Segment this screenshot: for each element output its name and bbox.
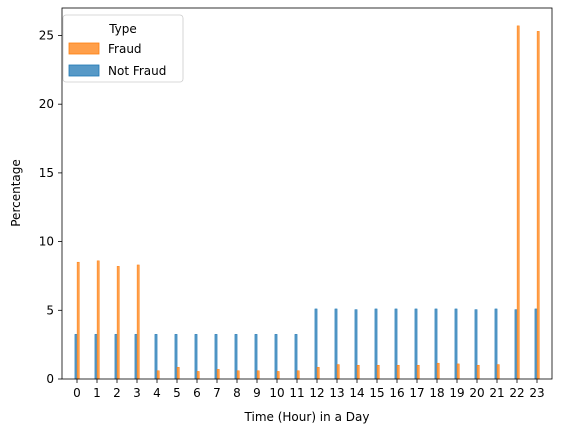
bar-not-fraud-5 [174,334,178,380]
bar-not-fraud-23 [534,308,538,380]
bar-not-fraud-11 [294,334,298,380]
bar-not-fraud-18 [434,308,438,380]
x-axis-ticks: 0 1 2 3 4 5 6 7 8 9 10 11 12 13 14 15 16 17 18 19 20 21 22 23 [73,379,545,400]
x-tick-label: 12 [309,386,324,400]
not-fraud-bars [74,308,538,380]
bar-fraud-22 [516,25,520,380]
bar-fraud-5 [176,367,180,380]
x-tick-label: 13 [329,386,344,400]
bar-not-fraud-8 [234,334,238,380]
x-tick-label: 18 [429,386,444,400]
legend-swatch-not-fraud [68,64,100,77]
legend-title: Type [108,22,137,36]
bar-fraud-23 [536,31,540,380]
fraud-bars [76,25,540,380]
legend: Type Fraud Not Fraud [62,14,184,83]
y-tick-label: 5 [46,303,54,317]
bar-not-fraud-9 [254,334,258,380]
bar-fraud-8 [236,370,240,380]
bar-not-fraud-19 [454,308,458,380]
bar-fraud-14 [356,365,360,380]
x-tick-label: 16 [389,386,404,400]
plot-frame [61,7,553,380]
x-tick-label: 19 [449,386,464,400]
bar-fraud-1 [96,260,100,380]
bar-fraud-12 [316,367,320,380]
x-tick-label: 1 [93,386,101,400]
bar-not-fraud-6 [194,334,198,380]
bar-not-fraud-1 [94,334,98,380]
bar-fraud-15 [376,365,380,380]
bar-not-fraud-14 [354,309,358,380]
bar-fraud-2 [116,266,120,380]
legend-label-fraud: Fraud [108,42,142,56]
x-tick-label: 22 [509,386,524,400]
bar-fraud-19 [456,363,460,380]
y-axis-ticks: 0 5 10 15 20 25 [39,28,62,386]
x-tick-label: 4 [153,386,161,400]
x-tick-label: 15 [369,386,384,400]
x-tick-label: 7 [213,386,221,400]
x-tick-label: 9 [253,386,261,400]
x-axis-label: Time (Hour) in a Day [244,410,370,424]
y-tick-label: 20 [39,97,54,111]
x-tick-label: 6 [193,386,201,400]
bar-fraud-13 [336,364,340,380]
bar-not-fraud-20 [474,309,478,380]
y-axis-label: Percentage [9,159,23,227]
x-tick-label: 14 [349,386,364,400]
x-tick-label: 17 [409,386,424,400]
legend-swatch-fraud [68,42,100,55]
bar-fraud-6 [196,371,200,380]
bar-not-fraud-21 [494,308,498,380]
x-tick-label: 20 [469,386,484,400]
bar-not-fraud-17 [414,308,418,380]
legend-label-not-fraud: Not Fraud [108,64,166,78]
bar-not-fraud-22 [514,309,518,380]
bar-not-fraud-4 [154,334,158,380]
x-tick-label: 23 [529,386,544,400]
bar-fraud-9 [256,370,260,380]
bar-fraud-17 [416,365,420,380]
bar-fraud-21 [496,364,500,380]
y-tick-label: 10 [39,235,54,249]
bar-fraud-18 [436,362,440,380]
bar-not-fraud-12 [314,308,318,380]
bar-not-fraud-13 [334,308,338,380]
bar-not-fraud-3 [134,334,138,380]
x-tick-label: 10 [269,386,284,400]
bar-fraud-3 [136,264,140,380]
bar-fraud-4 [156,370,160,380]
x-tick-label: 11 [289,386,304,400]
y-tick-label: 0 [46,372,54,386]
bar-fraud-7 [216,369,220,380]
x-tick-label: 3 [133,386,141,400]
y-tick-label: 25 [39,28,54,42]
x-tick-label: 0 [73,386,81,400]
x-tick-label: 8 [233,386,241,400]
bar-not-fraud-2 [114,334,118,380]
x-tick-label: 2 [113,386,121,400]
x-tick-label: 21 [489,386,504,400]
bar-not-fraud-10 [274,334,278,380]
bar-fraud-11 [296,370,300,380]
y-tick-label: 15 [39,166,54,180]
bar-fraud-0 [76,261,80,380]
bar-fraud-10 [276,371,280,380]
bar-not-fraud-15 [374,308,378,380]
bar-fraud-16 [396,365,400,380]
bar-not-fraud-16 [394,308,398,380]
x-tick-label: 5 [173,386,181,400]
bar-not-fraud-7 [214,334,218,380]
bar-fraud-20 [476,365,480,380]
bar-not-fraud-0 [74,334,78,380]
